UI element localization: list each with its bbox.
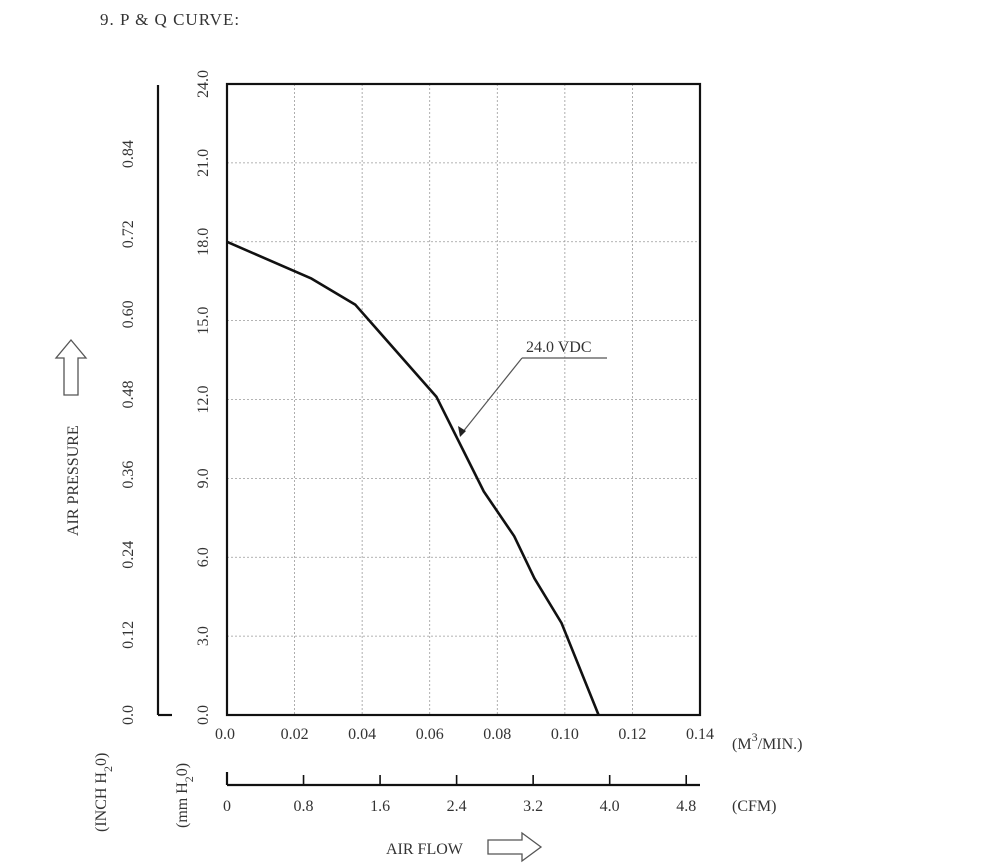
mm-tick-label: 6.0 <box>195 547 212 567</box>
mm-tick-label: 18.0 <box>195 228 212 256</box>
up-arrow-icon <box>54 338 88 396</box>
section-heading: 9. P & Q CURVE: <box>100 10 240 29</box>
x-tick-label: 0.10 <box>551 726 579 743</box>
mm-tick-label: 0.0 <box>195 705 212 725</box>
m3-axis-ticks: 0.0 0.02 0.04 0.06 0.08 0.10 0.12 0.14 <box>215 726 714 743</box>
x-tick-label: 0.08 <box>483 726 511 743</box>
inch-tick-label: 0.84 <box>120 140 137 168</box>
cfm-tick-label: 0.8 <box>294 798 314 815</box>
x-tick-label: 0.04 <box>348 726 376 743</box>
grid <box>227 84 700 715</box>
x-tick-label: 0.12 <box>618 726 646 743</box>
mm-tick-label: 3.0 <box>195 626 212 646</box>
mm-unit-label: (mm H20) <box>174 763 196 828</box>
m3-unit-label: (M3/MIN.) <box>732 730 802 753</box>
mm-axis-ticks: 0.0 3.0 6.0 9.0 12.0 15.0 18.0 21.0 24.0 <box>195 70 212 725</box>
cfm-tick-label: 4.8 <box>676 798 696 815</box>
series-curve-24vdc <box>226 240 600 716</box>
series-annotation: 24.0 VDC <box>458 339 607 437</box>
cfm-tick-label: 2.4 <box>447 798 467 815</box>
inch-axis-ticks: 0.0 0.12 0.24 0.36 0.48 0.60 0.72 0.84 <box>120 140 137 725</box>
mm-tick-label: 9.0 <box>195 468 212 488</box>
inch-tick-label: 0.48 <box>120 380 137 408</box>
inch-tick-label: 0.0 <box>120 705 137 725</box>
mm-tick-label: 15.0 <box>195 307 212 335</box>
mm-tick-label: 21.0 <box>195 149 212 177</box>
inch-unit-label: (INCH H20) <box>93 753 115 832</box>
mm-tick-label: 12.0 <box>195 386 212 414</box>
cfm-tick-label: 1.6 <box>370 798 390 815</box>
inch-tick-label: 0.60 <box>120 300 137 328</box>
cfm-tick-label: 3.2 <box>523 798 543 815</box>
x-axis-title: AIR FLOW <box>386 841 464 858</box>
x-tick-label: 0.02 <box>281 726 309 743</box>
cfm-unit-label: (CFM) <box>732 798 776 815</box>
x-tick-label: 0.14 <box>686 726 714 743</box>
inch-tick-label: 0.24 <box>120 541 137 569</box>
cfm-axis-ticks: 0 0.8 1.6 2.4 3.2 4.0 4.8 <box>223 775 696 815</box>
inch-tick-label: 0.72 <box>120 220 137 248</box>
series-label-24vdc: 24.0 VDC <box>526 339 592 356</box>
mm-tick-label: 24.0 <box>195 70 212 98</box>
y-axis-title: AIR PRESSURE <box>65 425 82 536</box>
inch-tick-label: 0.12 <box>120 621 137 649</box>
cfm-tick-label: 4.0 <box>600 798 620 815</box>
plot-frame <box>225 82 702 717</box>
inch-tick-label: 0.36 <box>120 461 137 489</box>
x-tick-label: 0.0 <box>215 726 235 743</box>
x-tick-label: 0.06 <box>416 726 444 743</box>
right-arrow-icon <box>487 831 543 863</box>
cfm-tick-label: 0 <box>223 798 231 815</box>
